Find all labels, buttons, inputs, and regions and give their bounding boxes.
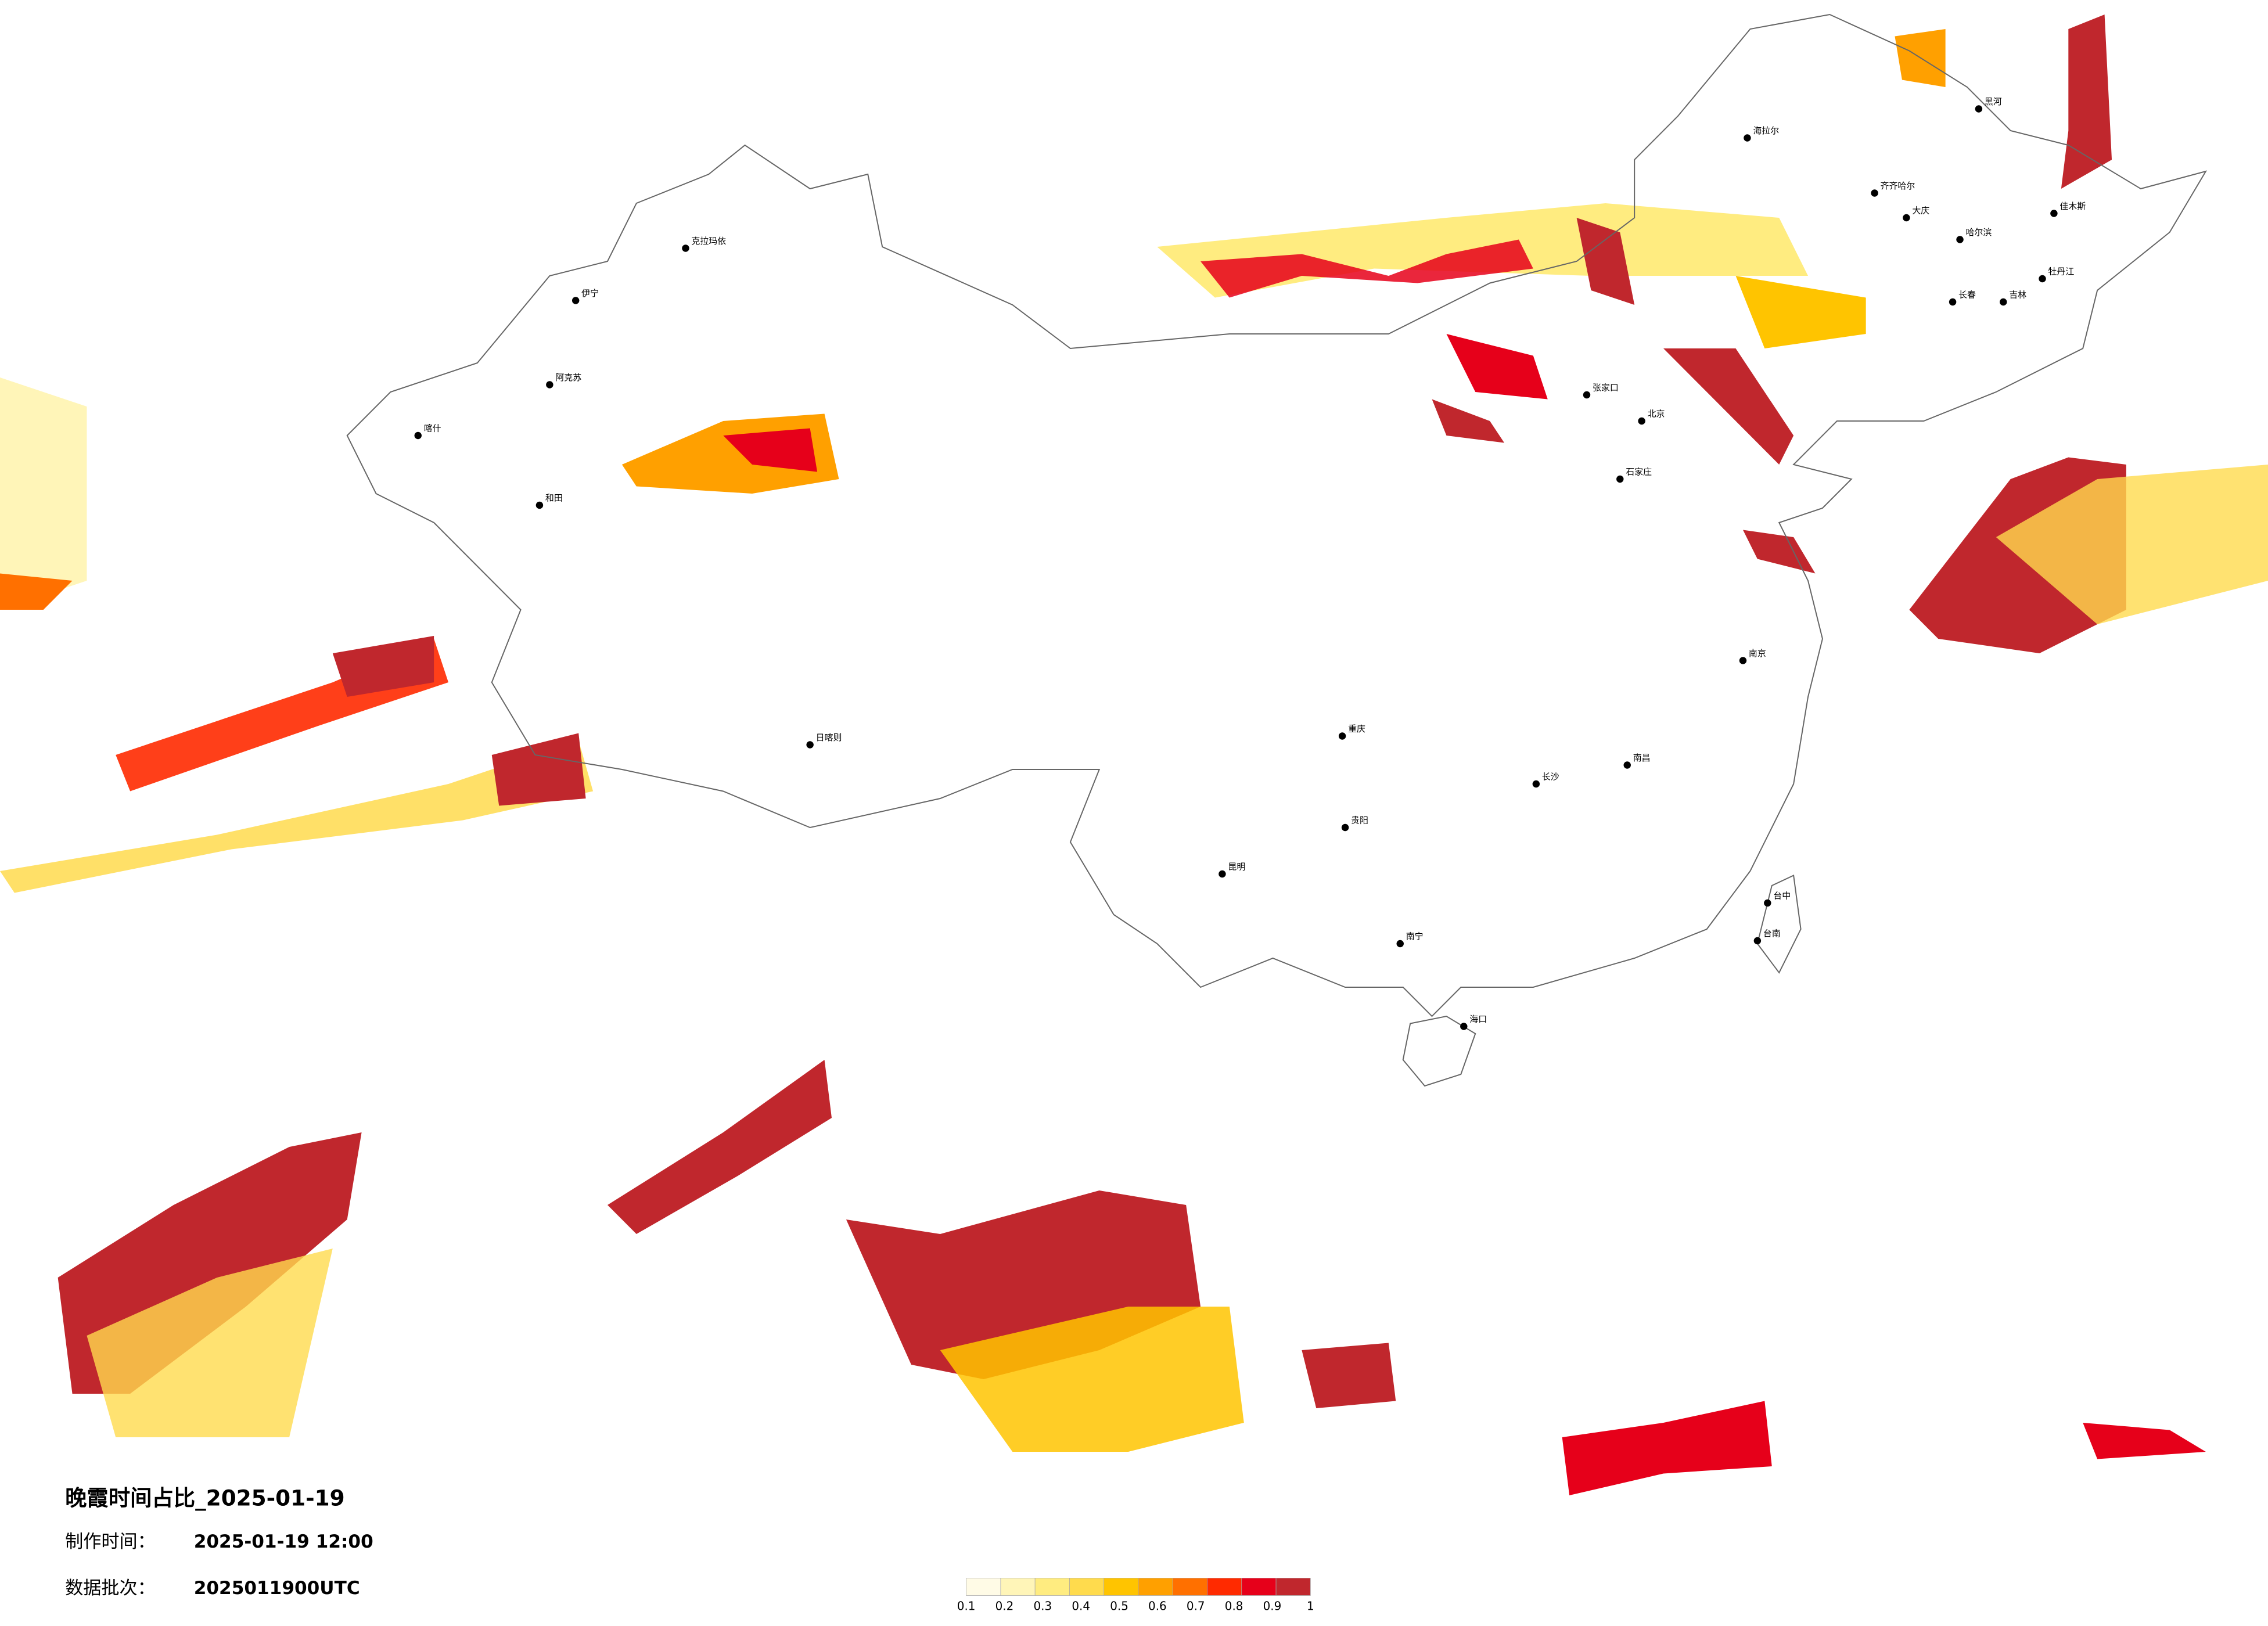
colorbar-tick-label: 0.7 (1187, 1599, 1205, 1613)
colorbar-swatch (1000, 1578, 1036, 1596)
city-dot (1871, 189, 1878, 197)
colorbar-tick-label: 0.4 (1072, 1599, 1090, 1613)
city-label: 黑河 (1985, 96, 2002, 107)
weather-field (0, 15, 2268, 1495)
city-dot (806, 741, 814, 749)
city-label: 喀什 (424, 423, 441, 433)
city-dot (1532, 780, 1540, 788)
colorbar-tick-label: 0.2 (995, 1599, 1014, 1613)
city-label: 大庆 (1912, 205, 1929, 215)
city-dot (1338, 732, 1346, 740)
colorbar-tick-label: 0.9 (1263, 1599, 1282, 1613)
colorbar-swatch (1172, 1578, 1207, 1596)
city-label: 南昌 (1633, 753, 1651, 763)
city-dot (1903, 214, 1910, 222)
city-label: 齐齐哈尔 (1881, 181, 1915, 191)
city-dot (682, 244, 689, 252)
city-label: 南宁 (1406, 931, 1424, 941)
city-dot (2050, 210, 2058, 217)
city-label: 北京 (1648, 408, 1665, 419)
colorbar-swatch (966, 1578, 1001, 1596)
city-dot (1219, 870, 1226, 878)
made-label: 制作时间： (65, 1531, 156, 1552)
city-label: 牡丹江 (2048, 266, 2074, 276)
city-dot (546, 381, 553, 388)
title: 晚霞时间占比_2025-01-19 (65, 1485, 344, 1510)
city-label: 张家口 (1593, 382, 1619, 393)
city-label: 佳木斯 (2059, 201, 2086, 211)
header: 晚霞时间占比_2025-01-19 制作时间： 2025-01-19 12:00… (65, 1485, 373, 1599)
city-dot (1753, 937, 1762, 945)
city-label: 台中 (1773, 890, 1791, 901)
city-label: 昆明 (1228, 861, 1245, 872)
city-dot (572, 297, 580, 304)
city-dot (1739, 657, 1747, 664)
city-dot (2000, 298, 2007, 306)
city-label: 重庆 (1348, 724, 1365, 734)
city-dot (1975, 105, 1983, 113)
colorbar-tick-label: 0.6 (1148, 1599, 1167, 1613)
colorbar-tick-label: 0.1 (957, 1599, 976, 1613)
made-value: 2025-01-19 12:00 (194, 1531, 373, 1552)
city-dot (1341, 823, 1349, 832)
batch-label: 数据批次： (65, 1578, 156, 1599)
city-label: 长沙 (1542, 771, 1559, 782)
colorbar-tick-label: 1 (1307, 1599, 1314, 1613)
city-label: 海口 (1469, 1014, 1487, 1024)
city-label: 贵阳 (1351, 815, 1368, 825)
city-label: 吉林 (2009, 289, 2026, 300)
city-label: 哈尔滨 (1965, 227, 1992, 238)
city-label: 南京 (1749, 648, 1766, 659)
city-dot (1764, 899, 1771, 907)
boundaries (346, 13, 2208, 1087)
city-dot (1583, 391, 1591, 399)
colorbar-swatch (1207, 1578, 1242, 1596)
colorbar-tick-label: 0.3 (1033, 1599, 1052, 1613)
city-label: 克拉玛依 (691, 236, 726, 246)
colorbar-swatch (1138, 1578, 1173, 1596)
colorbar-swatch (1104, 1578, 1139, 1596)
city-dot (1949, 298, 1957, 306)
city-label: 和田 (545, 492, 563, 503)
city-dot (2039, 275, 2046, 283)
city-label: 伊宁 (581, 288, 599, 298)
city-label: 台南 (1763, 928, 1781, 938)
colorbar-tick-label: 0.5 (1110, 1599, 1128, 1613)
colorbar: 0.1 0.2 0.3 0.4 0.5 0.6 0.7 0.8 0.9 1 (957, 1578, 1314, 1613)
colorbar-swatch (1069, 1578, 1105, 1596)
city-dot (1638, 417, 1645, 425)
city-dot (1460, 1023, 1468, 1030)
batch-value: 2025011900UTC (194, 1578, 360, 1599)
city-label: 海拉尔 (1753, 125, 1779, 136)
city-dot (1623, 761, 1631, 769)
city-dot (1616, 475, 1624, 483)
city-label: 长春 (1958, 289, 1976, 300)
colorbar-swatch (1275, 1578, 1311, 1596)
city-label: 阿克苏 (555, 372, 581, 383)
city-dot (414, 431, 422, 440)
colorbar-tick-label: 0.8 (1225, 1599, 1243, 1613)
city-dot (1956, 236, 1964, 243)
colorbar-swatch (1034, 1578, 1070, 1596)
colorbar-swatch (1241, 1578, 1277, 1596)
city-dot (1744, 134, 1751, 142)
city-dot (535, 501, 544, 509)
city-label: 石家庄 (1626, 466, 1652, 477)
city-label: 日喀则 (816, 732, 842, 743)
city-dot (1396, 940, 1404, 948)
